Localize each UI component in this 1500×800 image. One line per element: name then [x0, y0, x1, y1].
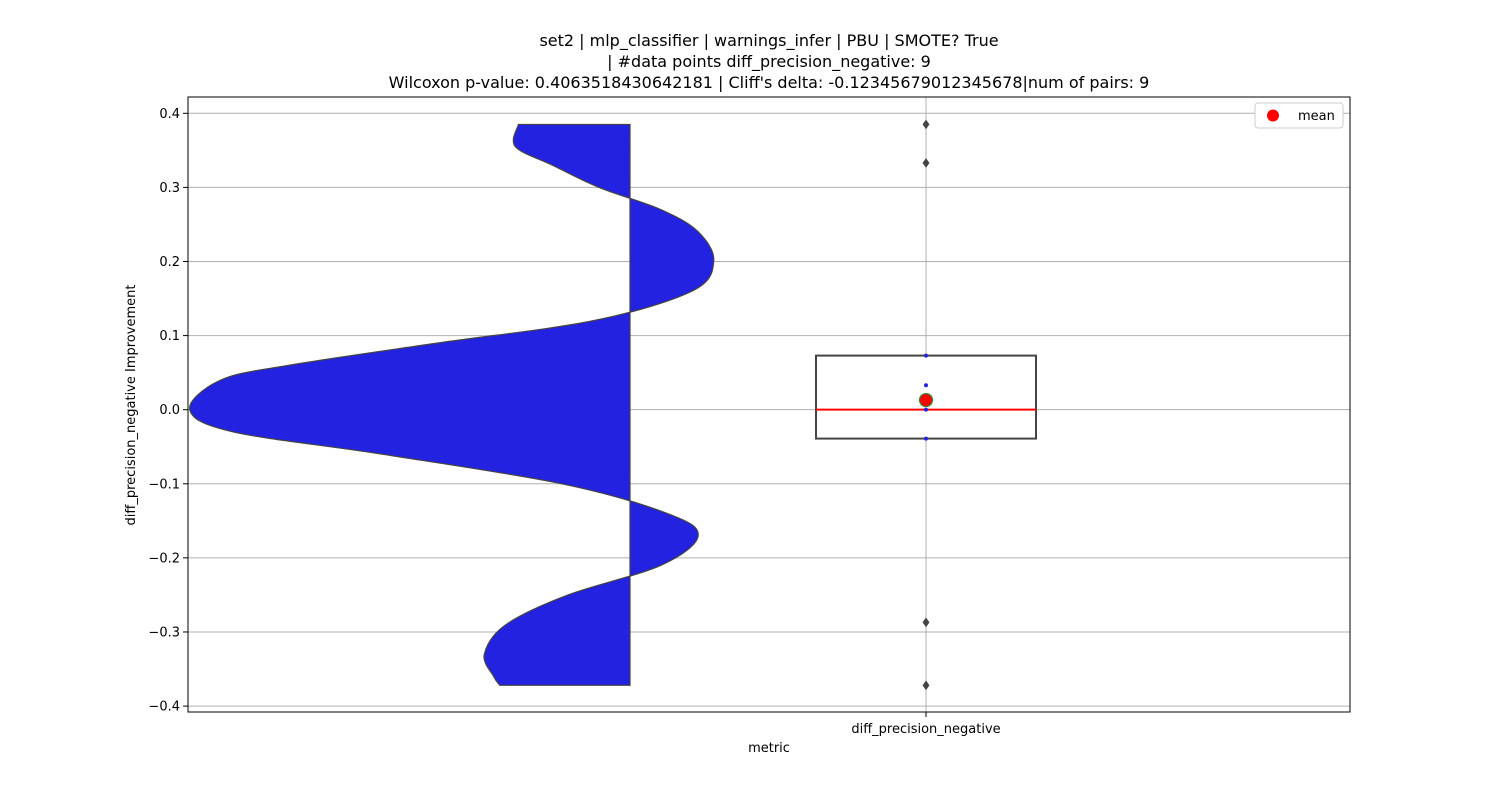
- outlier-marker: [922, 680, 930, 691]
- legend-mean-label: mean: [1298, 109, 1335, 124]
- x-axis-label: metric: [748, 741, 790, 756]
- y-axis-ticks: −0.4 −0.3 −0.2 −0.1 0.0 0.1 0.2 0.3 0.4: [148, 107, 188, 715]
- mean-marker: [918, 392, 934, 408]
- y-tick-label: 0.2: [159, 255, 180, 270]
- outlier-marker: [922, 158, 930, 168]
- chart-title-line-1: set2 | mlp_classifier | warnings_infer |…: [539, 31, 998, 51]
- y-axis-label: diff_precision_negative Improvement: [124, 285, 139, 526]
- outlier-marker: [922, 119, 930, 130]
- x-tick-label: diff_precision_negative: [851, 722, 1000, 737]
- points-layer: [918, 353, 934, 441]
- x-axis-ticks: diff_precision_negative: [851, 712, 1001, 737]
- data-point: [924, 436, 928, 441]
- data-point: [924, 353, 928, 358]
- y-tick-label: −0.2: [148, 551, 180, 566]
- legend-mean-marker: [1267, 109, 1279, 122]
- legend: mean: [1254, 102, 1344, 129]
- data-point: [924, 407, 928, 412]
- y-tick-label: 0.0: [159, 403, 180, 418]
- y-tick-label: −0.4: [148, 700, 180, 715]
- y-tick-label: −0.1: [148, 477, 180, 492]
- legend-box: [1254, 102, 1344, 129]
- chart-title-line-2: | #data points diff_precision_negative: …: [607, 52, 931, 72]
- violin-layer: [189, 123, 715, 686]
- y-tick-label: 0.3: [159, 181, 180, 196]
- y-tick-label: 0.1: [159, 329, 180, 344]
- outlier-marker: [922, 617, 930, 628]
- y-tick-label: −0.3: [148, 625, 180, 640]
- y-tick-label: 0.4: [159, 107, 180, 122]
- chart-title-line-3: Wilcoxon p-value: 0.4063518430642181 | C…: [389, 73, 1150, 92]
- violin-body: [189, 123, 715, 686]
- plot-frame: [187, 96, 1351, 713]
- data-point: [924, 383, 928, 388]
